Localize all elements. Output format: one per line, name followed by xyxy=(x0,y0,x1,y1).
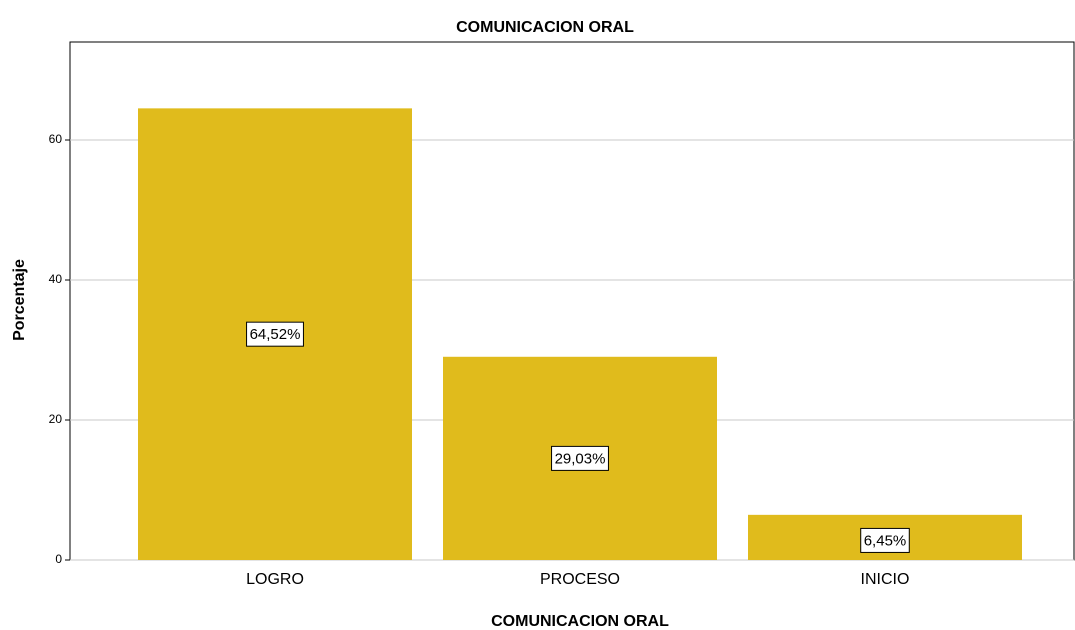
y-tick-label: 40 xyxy=(49,272,63,286)
value-label-box xyxy=(860,527,910,553)
chart-title: COMUNICACION ORAL xyxy=(456,19,634,36)
y-tick-label: 60 xyxy=(49,132,63,146)
value-label: 6,45% xyxy=(864,532,907,549)
value-label-box xyxy=(246,321,304,347)
x-tick-label: PROCESO xyxy=(540,571,620,588)
x-tick-label: LOGRO xyxy=(246,571,304,588)
value-label: 29,03% xyxy=(555,450,606,467)
x-tick-label: INICIO xyxy=(861,571,910,588)
y-tick-label: 20 xyxy=(49,412,63,426)
y-tick-label: 0 xyxy=(55,552,62,566)
value-label: 64,52% xyxy=(250,326,301,343)
x-axis-title: COMUNICACION ORAL xyxy=(491,613,669,630)
y-axis-title: Porcentaje xyxy=(11,259,28,341)
value-label-box xyxy=(551,445,609,471)
